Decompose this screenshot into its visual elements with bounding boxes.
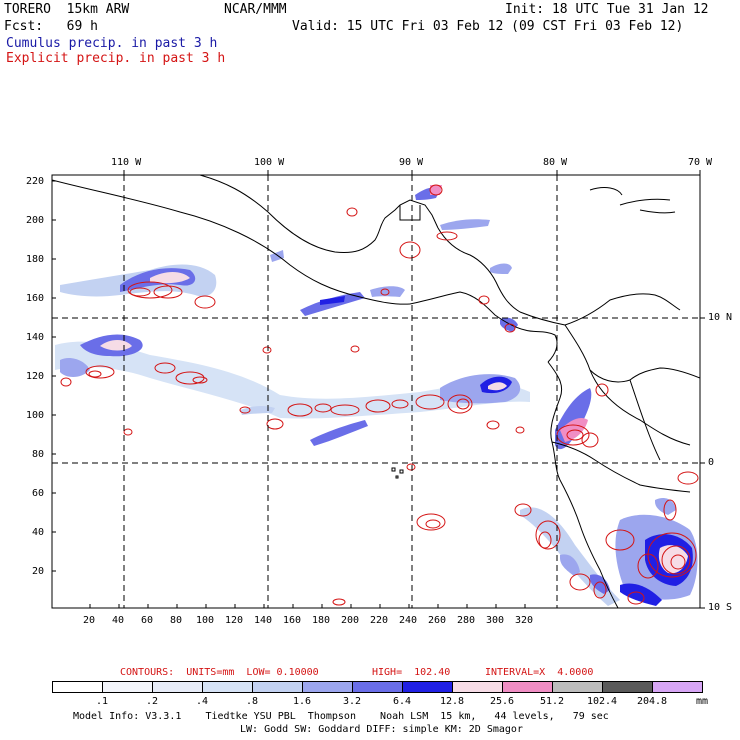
lon-label-100w: 100 W — [254, 157, 285, 168]
map-frame — [51, 174, 701, 609]
organization: NCAR/MMM — [224, 2, 287, 17]
lon-label-90w: 90 W — [399, 157, 424, 168]
colorbar-swatch — [252, 681, 303, 693]
x-tick-label: 200 — [341, 615, 360, 626]
lon-label-70w: 70 W — [688, 157, 713, 168]
colorbar-label: .2 — [145, 696, 159, 707]
colorbar-swatch — [102, 681, 153, 693]
lon-label-110w: 110 W — [111, 157, 142, 168]
colorbar-swatch — [302, 681, 353, 693]
colorbar-unit: mm — [696, 696, 709, 707]
colorbar-swatch — [452, 681, 503, 693]
colorbar-label: 25.6 — [489, 696, 515, 707]
explicit-precip-contours — [60, 184, 699, 606]
x-tick-label: 80 — [170, 615, 183, 626]
x-tick-label: 20 — [83, 615, 96, 626]
valid-time: Valid: 15 UTC Fri 03 Feb 12 (09 CST Fri … — [292, 19, 684, 34]
colorbar-label: 3.2 — [342, 696, 362, 707]
forecast-hour: Fcst: 69 h — [4, 19, 98, 34]
colorbar-swatch — [352, 681, 403, 693]
y-tick-label: 100 — [26, 410, 45, 421]
colorbar-label: 12.8 — [439, 696, 465, 707]
y-tick-label: 80 — [32, 449, 45, 460]
x-tick-label: 160 — [283, 615, 302, 626]
colorbar-label: 204.8 — [636, 696, 668, 707]
y-tick-label: 220 — [26, 176, 45, 187]
colorbar-swatch — [502, 681, 553, 693]
x-tick-label: 300 — [486, 615, 505, 626]
colorbar-label: .8 — [245, 696, 259, 707]
colorbar-swatch — [402, 681, 453, 693]
colorbar-swatch — [602, 681, 653, 693]
colorbar-swatch — [652, 681, 703, 693]
x-tick-label: 260 — [428, 615, 447, 626]
x-tick-label: 280 — [457, 615, 476, 626]
x-tick-label: 140 — [254, 615, 273, 626]
colorbar-swatch — [152, 681, 203, 693]
cumulus-legend: Cumulus precip. in past 3 h — [6, 36, 218, 51]
y-tick-label: 20 — [32, 566, 45, 577]
colorbar-label: 6.4 — [392, 696, 412, 707]
x-tick-label: 240 — [399, 615, 418, 626]
y-tick-label: 60 — [32, 488, 45, 499]
contour-interval: INTERVAL=X 4.0000 — [485, 667, 594, 678]
lat-label-10s: 10 S — [708, 602, 733, 613]
lat-label-0: 0 — [708, 457, 715, 468]
explicit-legend: Explicit precip. in past 3 h — [6, 51, 226, 66]
x-tick-label: 220 — [370, 615, 389, 626]
x-tick-label: 120 — [225, 615, 244, 626]
y-tick-label: 140 — [26, 332, 45, 343]
colorbar-swatch — [552, 681, 603, 693]
physics-info: LW: Godd SW: Goddard DIFF: simple KM: 2D… — [240, 724, 523, 735]
y-tick-label: 200 — [26, 215, 45, 226]
colorbar-label: 1.6 — [292, 696, 312, 707]
colorbar-swatch — [202, 681, 253, 693]
lon-label-80w: 80 W — [543, 157, 568, 168]
x-tick-label: 40 — [112, 615, 125, 626]
contour-high: HIGH= 102.40 — [372, 667, 451, 678]
x-tick-label: 320 — [515, 615, 534, 626]
x-tick-label: 60 — [141, 615, 154, 626]
colorbar-swatch — [52, 681, 103, 693]
axis-ticks — [52, 170, 705, 609]
x-tick-label: 180 — [312, 615, 331, 626]
y-tick-label: 120 — [26, 371, 45, 382]
model-info: Model Info: V3.3.1 Tiedtke YSU PBL Thomp… — [73, 711, 609, 722]
colorbar-label: 51.2 — [539, 696, 565, 707]
y-tick-label: 180 — [26, 254, 45, 265]
model-title: TORERO 15km ARW — [4, 2, 130, 17]
coastlines — [52, 175, 700, 608]
lat-label-10n: 10 N — [708, 312, 733, 323]
contour-units: CONTOURS: UNITS=mm LOW= 0.10000 — [120, 667, 319, 678]
colorbar-label: .4 — [195, 696, 209, 707]
y-tick-label: 160 — [26, 293, 45, 304]
x-tick-label: 100 — [196, 615, 215, 626]
colorbar-label: .1 — [95, 696, 109, 707]
colorbar-label: 102.4 — [586, 696, 618, 707]
y-tick-label: 40 — [32, 527, 45, 538]
graticule — [52, 175, 700, 608]
init-time: Init: 18 UTC Tue 31 Jan 12 — [505, 2, 709, 17]
